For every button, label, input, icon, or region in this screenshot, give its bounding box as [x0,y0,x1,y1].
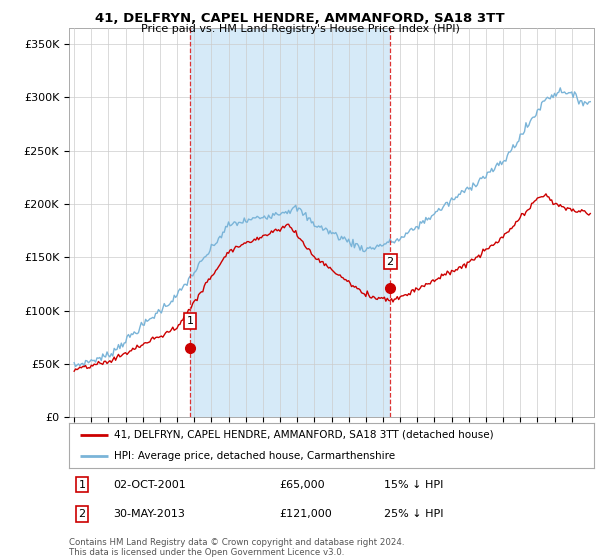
Text: Price paid vs. HM Land Registry's House Price Index (HPI): Price paid vs. HM Land Registry's House … [140,24,460,34]
Text: 41, DELFRYN, CAPEL HENDRE, AMMANFORD, SA18 3TT: 41, DELFRYN, CAPEL HENDRE, AMMANFORD, SA… [95,12,505,25]
Text: 30-MAY-2013: 30-MAY-2013 [113,509,185,519]
Text: 2: 2 [386,256,394,267]
Text: 2: 2 [79,509,86,519]
Text: £65,000: £65,000 [279,479,325,489]
Text: 41, DELFRYN, CAPEL HENDRE, AMMANFORD, SA18 3TT (detached house): 41, DELFRYN, CAPEL HENDRE, AMMANFORD, SA… [113,430,493,440]
Text: 02-OCT-2001: 02-OCT-2001 [113,479,187,489]
Text: Contains HM Land Registry data © Crown copyright and database right 2024.
This d: Contains HM Land Registry data © Crown c… [69,538,404,557]
Text: £121,000: £121,000 [279,509,332,519]
Bar [190,28,390,417]
Text: HPI: Average price, detached house, Carmarthenshire: HPI: Average price, detached house, Carm… [113,450,395,460]
Text: 1: 1 [187,316,193,326]
Text: 15% ↓ HPI: 15% ↓ HPI [384,479,443,489]
Text: 25% ↓ HPI: 25% ↓ HPI [384,509,443,519]
Text: 1: 1 [79,479,86,489]
